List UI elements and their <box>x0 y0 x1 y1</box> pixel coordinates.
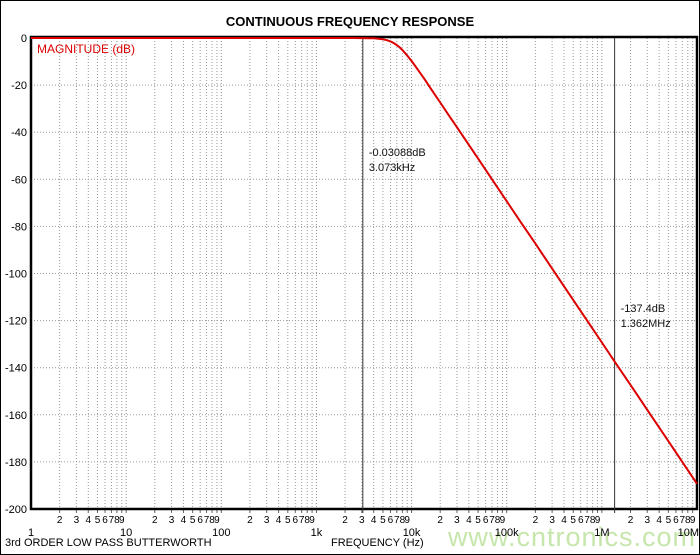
x-minor-label: 7 <box>489 515 495 526</box>
x-minor-label: 6 <box>673 515 679 526</box>
x-minor-label: 5 <box>285 515 291 526</box>
y-axis-title: MAGNITUDE (dB) <box>37 42 136 56</box>
x-minor-label: 5 <box>380 515 386 526</box>
x-decade-label: 100k <box>495 527 519 539</box>
circuit-description: 3rd ORDER LOW PASS BUTTERWORTH <box>5 537 212 549</box>
x-minor-label: 9 <box>595 515 601 526</box>
x-minor-label: 7 <box>584 515 590 526</box>
y-tick-label: -80 <box>11 221 27 233</box>
x-minor-label: 8 <box>209 515 215 526</box>
x-decade-label: 1M <box>594 527 609 539</box>
x-minor-label: 2 <box>437 515 443 526</box>
y-tick-label: -120 <box>5 316 27 328</box>
x-minor-label: 7 <box>109 515 115 526</box>
y-tick-label: -20 <box>11 80 27 92</box>
x-minor-label: 4 <box>466 515 472 526</box>
y-tick-label: -40 <box>11 127 27 139</box>
x-minor-label: 9 <box>404 515 410 526</box>
x-minor-label: 2 <box>342 515 348 526</box>
x-minor-label: 5 <box>666 515 672 526</box>
x-minor-label: 9 <box>119 515 125 526</box>
x-minor-label: 6 <box>388 515 394 526</box>
x-minor-label: 6 <box>483 515 489 526</box>
x-minor-label: 3 <box>644 515 650 526</box>
y-tick-label: -160 <box>5 410 27 422</box>
x-minor-label: 6 <box>293 515 299 526</box>
x-minor-label: 3 <box>549 515 555 526</box>
response-curve <box>31 37 698 485</box>
x-minor-label: 2 <box>152 515 158 526</box>
x-minor-label: 8 <box>114 515 120 526</box>
x-minor-label: 2 <box>628 515 634 526</box>
y-tick-label: -140 <box>5 363 27 375</box>
x-minor-label: 8 <box>495 515 501 526</box>
watermark-text: www.cntronics.com <box>447 522 696 552</box>
x-minor-label: 9 <box>214 515 220 526</box>
y-tick-label: 0 <box>21 33 27 45</box>
x-minor-label: 3 <box>359 515 365 526</box>
x-minor-label: 3 <box>169 515 175 526</box>
x-minor-label: 5 <box>190 515 196 526</box>
x-minor-label: 2 <box>533 515 539 526</box>
y-tick-label: -60 <box>11 174 27 186</box>
cursor1-db-value: -0.03088dB <box>368 147 426 159</box>
x-minor-label: 9 <box>500 515 506 526</box>
x-minor-label: 4 <box>276 515 282 526</box>
x-decade-label: 1k <box>311 527 323 539</box>
x-minor-label: 6 <box>102 515 108 526</box>
x-minor-label: 8 <box>400 515 406 526</box>
x-decade-label: 100 <box>212 527 230 539</box>
x-axis-title: FREQUENCY (Hz) <box>331 537 424 549</box>
x-minor-label: 9 <box>309 515 315 526</box>
x-decade-label: 10 <box>120 527 132 539</box>
y-tick-label: -100 <box>5 269 27 281</box>
x-minor-label: 5 <box>475 515 481 526</box>
cursor1-freq-value: 3.073kHz <box>368 162 416 174</box>
x-decade-label: 1 <box>28 527 34 539</box>
x-minor-label: 6 <box>578 515 584 526</box>
cursor-annotation-1: -0.03088dB 3.073kHz <box>369 146 426 176</box>
x-minor-label: 9 <box>690 515 696 526</box>
x-minor-label: 7 <box>299 515 305 526</box>
x-minor-label: 8 <box>304 515 310 526</box>
plot-frame <box>29 35 699 511</box>
x-decade-label: 10k <box>403 527 421 539</box>
x-minor-label: 5 <box>570 515 576 526</box>
x-minor-label: 4 <box>656 515 662 526</box>
x-minor-label: 4 <box>371 515 377 526</box>
x-minor-label: 7 <box>679 515 685 526</box>
x-minor-label: 2 <box>57 515 63 526</box>
cursor2-freq-value: 1.362MHz <box>620 318 671 330</box>
x-minor-label: 4 <box>181 515 187 526</box>
x-minor-label: 2 <box>247 515 253 526</box>
x-minor-label: 8 <box>590 515 596 526</box>
x-minor-label: 3 <box>74 515 80 526</box>
x-minor-label: 3 <box>264 515 270 526</box>
x-decade-label: 10M <box>678 527 699 539</box>
x-minor-label: 7 <box>394 515 400 526</box>
x-minor-label: 4 <box>86 515 92 526</box>
y-tick-label: -200 <box>5 504 27 516</box>
x-minor-label: 5 <box>95 515 101 526</box>
x-minor-label: 7 <box>204 515 210 526</box>
x-minor-label: 6 <box>197 515 203 526</box>
cursor2-db-value: -137.4dB <box>620 303 666 315</box>
y-tick-label: -180 <box>5 457 27 469</box>
cursor-annotation-2: -137.4dB 1.362MHz <box>621 302 671 332</box>
x-minor-label: 8 <box>685 515 691 526</box>
chart-title: CONTINUOUS FREQUENCY RESPONSE <box>225 14 475 29</box>
x-minor-label: 4 <box>561 515 567 526</box>
x-minor-label: 3 <box>454 515 460 526</box>
